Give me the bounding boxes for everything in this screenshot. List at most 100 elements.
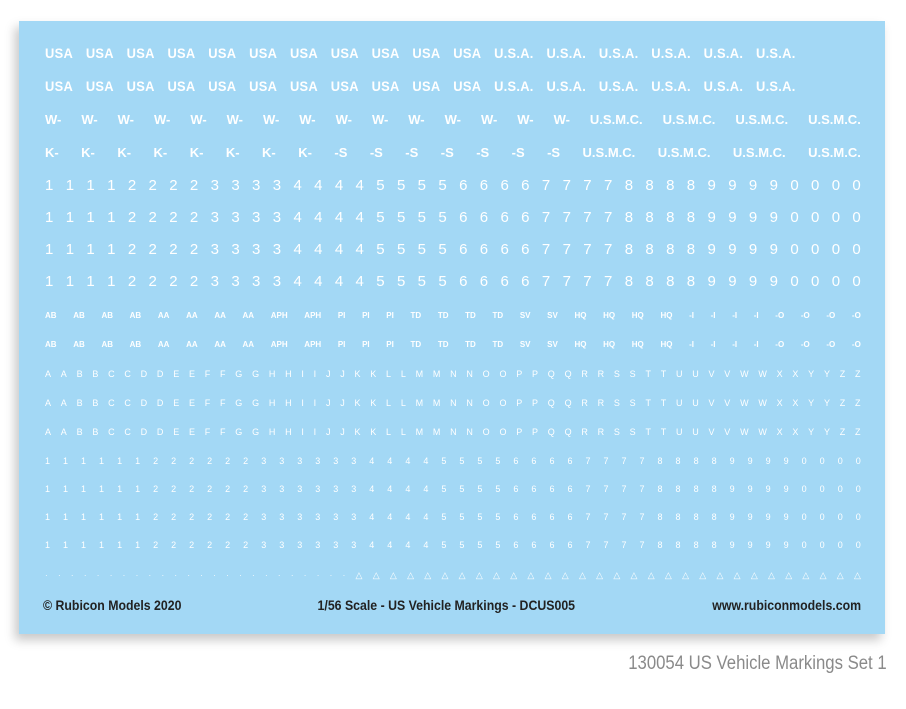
decal-marking: M [415,427,424,437]
decal-marking: O [499,427,507,437]
decal-marking: 1 [63,512,69,522]
marking-row-small-numbers-3: 1 1 1 1 1 1 2 2 2 2 2 2 3 3 3 3 3 3 4 4 4 4 5 5 5 5 6 6 6 6 7 7 7 7 8 8 8 8 9 9… [45,512,861,522]
decal-marking: 9 [747,540,753,550]
decal-marking: 8 [711,484,717,494]
decal-marking: -S [334,145,348,160]
decal-marking: 5 [438,209,447,226]
decal-marking: 6 [521,241,530,258]
decal-marking: 1 [45,209,54,226]
decal-marking: 1 [107,177,116,194]
decal-marking: 5 [477,540,483,550]
decal-marking: 1 [86,241,95,258]
decal-marking: 4 [355,273,364,290]
decal-marking: 1 [45,512,51,522]
decal-marking: 8 [657,512,663,522]
decal-marking: L [386,398,392,408]
decal-marking: SV [547,340,558,349]
decal-marking: 5 [396,273,406,290]
decal-marking: 3 [279,540,285,550]
decal-marking: APH [270,311,288,320]
decal-marking: 1 [135,484,141,494]
decal-marking: D [140,427,148,437]
decal-marking: U.S.M.C. [735,112,789,127]
decal-marking: D [156,369,164,379]
decal-marking: 1 [63,456,69,466]
decal-marking: 2 [189,456,195,466]
decal-marking: 0 [801,456,807,466]
decal-marking: 8 [675,456,681,466]
decal-marking: 0 [855,456,861,466]
decal-marking: C [108,427,115,437]
decal-marking: B [92,369,99,379]
decal-marking: 2 [169,273,178,290]
dot-marking: · [277,571,281,580]
dot-marking: · [96,571,100,580]
decal-marking: 3 [231,241,240,258]
dot-marking: · [226,571,229,580]
decal-marking: 0 [811,177,820,194]
decal-marking: 3 [261,512,267,522]
decal-marking: 6 [531,540,537,550]
decal-marking: 1 [117,456,123,466]
decal-marking: USA [167,78,196,94]
decal-marking: F [220,427,226,437]
decal-marking: -S [405,145,419,160]
decal-marking: 1 [45,241,54,258]
decal-marking: 7 [583,177,592,194]
decal-marking: 6 [500,273,509,290]
decal-marking: 9 [748,209,758,226]
decal-marking: TD [410,340,422,349]
decal-marking: -O [800,311,810,320]
decal-marking: 3 [333,540,339,550]
copyright-text: © Rubicon Models 2020 [43,597,182,613]
decal-marking: B [76,369,83,379]
decal-marking: B [76,427,83,437]
decal-marking: HQ [660,340,673,349]
decal-marking: 7 [562,209,571,226]
decal-marking: 5 [376,209,385,226]
decal-marking: U.S.A. [494,78,534,94]
decal-marking: 4 [293,241,302,258]
decal-marking: W [740,398,749,408]
decal-marking: 1 [99,456,105,466]
triangle-marking: △ [733,570,741,580]
decal-marking: C [108,398,115,408]
triangle-marking: △ [355,570,363,580]
decal-marking: 4 [405,512,411,522]
decal-marking: AA [214,311,226,320]
decal-marking: 2 [127,241,137,258]
decal-marking: 7 [583,209,592,226]
decal-marking: 1 [135,456,141,466]
decal-marking: 3 [231,273,240,290]
website-link[interactable]: www.rubiconmodels.com [712,597,861,613]
decal-marking: 8 [711,540,717,550]
decal-marking: 3 [351,540,357,550]
decal-sheet: USA USA USA USA USA USA USA USA USA USA USA U.S.A. U… [19,21,885,634]
decal-marking: Q [547,398,555,408]
dot-marking: · [303,571,307,580]
decal-marking: L [386,427,392,437]
triangle-marking: △ [750,570,758,580]
marking-row-w-usmc: W- W- W- W- W- W- W- W- W- W- W- W- W- W- W- U.S.M.C. U.… [45,112,861,127]
decal-marking: -I [753,340,759,349]
decal-marking: P [516,398,523,408]
decal-marking: 3 [261,540,267,550]
decal-marking: G [235,398,243,408]
decal-marking: 9 [765,456,771,466]
decal-marking: N [466,427,473,437]
decal-marking: T [660,427,667,437]
decal-marking: 7 [562,241,571,258]
decal-marking: V [724,369,731,379]
decal-marking: 2 [189,209,199,226]
decal-marking: APH [270,340,288,349]
decal-marking: 2 [127,177,137,194]
decal-marking: 7 [603,512,609,522]
decal-marking: U.S.A. [703,78,744,94]
decal-marking: 2 [169,241,178,258]
decal-marking: AA [214,340,226,349]
decal-marking: E [173,427,180,437]
decal-marking: 1 [45,456,51,466]
decal-marking: 7 [603,209,613,226]
decal-marking: I [301,427,304,437]
